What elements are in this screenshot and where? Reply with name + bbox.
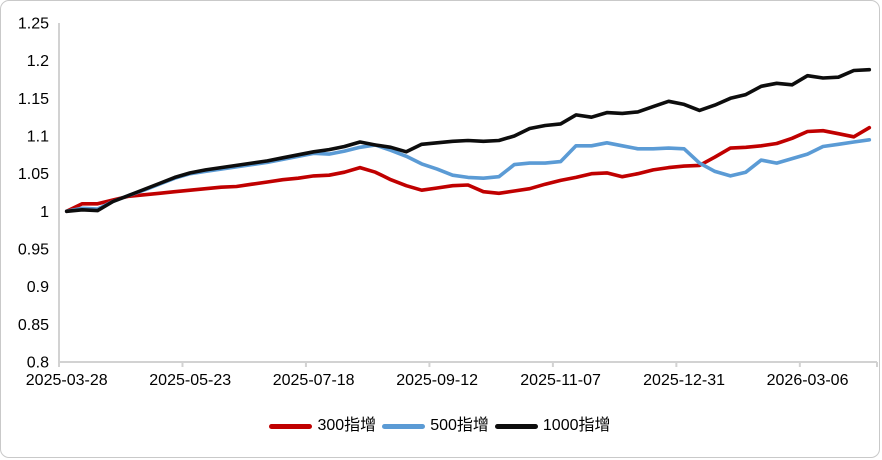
legend-item-1000: 1000指增 (494, 417, 611, 434)
legend-swatch-1000-line (494, 423, 538, 429)
x-axis-label: 2025-05-23 (149, 372, 231, 389)
x-axis-label: 2026-03-06 (767, 372, 849, 389)
x-axis-label: 2025-07-18 (273, 372, 355, 389)
legend-item-300: 300指增 (269, 418, 376, 434)
x-axis-label: 2025-03-28 (26, 372, 108, 389)
legend-label-500: 500指增 (430, 417, 489, 434)
y-axis-label: 0.95 (18, 242, 49, 259)
legend-label-1000: 1000指增 (542, 417, 611, 434)
y-axis-label: 0.9 (27, 279, 49, 296)
legend-label-300: 300指增 (317, 417, 377, 434)
y-axis-label: 1.25 (18, 16, 49, 33)
x-axis-label: 2025-11-07 (520, 372, 601, 389)
series-line-1000指增 (64, 67, 872, 214)
series-line-300指增 (64, 125, 872, 214)
legend-swatch-300-line (269, 423, 313, 429)
y-axis-label: 0.85 (18, 317, 49, 334)
legend-swatch-500-line (382, 423, 426, 429)
x-axis-label: 2025-12-31 (643, 372, 725, 389)
y-axis-label: 0.8 (27, 355, 49, 372)
chart-legend: 300指增 500指增 1000指增 (1, 413, 879, 439)
x-axis-label: 2025-09-12 (396, 372, 478, 389)
y-axis-label: 1 (40, 204, 49, 221)
y-axis-label: 1.15 (18, 91, 49, 108)
y-axis-label: 1.2 (27, 53, 49, 70)
y-axis-label: 1.05 (18, 166, 49, 183)
y-axis-label: 1.1 (27, 129, 49, 146)
legend-item-500: 500指增 (382, 418, 489, 434)
